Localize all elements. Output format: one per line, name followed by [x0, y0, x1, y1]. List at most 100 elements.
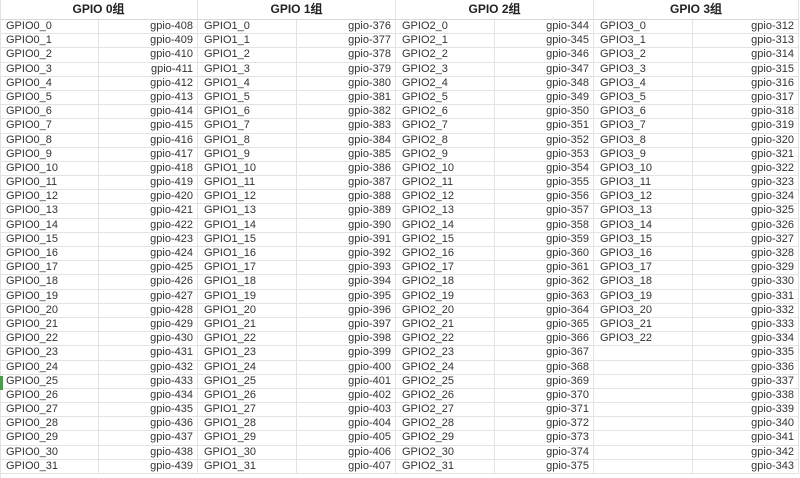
gpio-name-cell[interactable] — [594, 403, 693, 418]
gpio-name-cell[interactable]: GPIO3_16 — [594, 247, 693, 262]
gpio-name-cell[interactable] — [594, 459, 693, 474]
gpio-number-cell[interactable]: gpio-411 — [99, 62, 198, 77]
gpio-number-cell[interactable]: gpio-355 — [495, 176, 594, 191]
gpio-number-cell[interactable]: gpio-324 — [693, 190, 799, 205]
gpio-name-cell[interactable]: GPIO0_18 — [0, 275, 99, 290]
gpio-number-cell[interactable]: gpio-396 — [297, 303, 396, 318]
gpio-number-cell[interactable]: gpio-325 — [693, 204, 799, 219]
gpio-name-cell[interactable]: GPIO0_22 — [0, 332, 99, 347]
gpio-number-cell[interactable]: gpio-345 — [495, 34, 594, 49]
gpio-number-cell[interactable]: gpio-386 — [297, 161, 396, 177]
gpio-number-cell[interactable]: gpio-391 — [297, 232, 396, 247]
gpio-name-cell[interactable]: GPIO0_24 — [0, 360, 99, 375]
gpio-number-cell[interactable]: gpio-333 — [693, 317, 799, 333]
gpio-number-cell[interactable]: gpio-349 — [495, 90, 594, 106]
gpio-name-cell[interactable]: GPIO3_0 — [594, 20, 693, 35]
gpio-number-cell[interactable]: gpio-389 — [297, 204, 396, 219]
gpio-name-cell[interactable]: GPIO2_23 — [396, 346, 495, 361]
gpio-number-cell[interactable]: gpio-331 — [693, 289, 799, 304]
gpio-name-cell[interactable]: GPIO2_3 — [396, 62, 495, 77]
gpio-name-cell[interactable]: GPIO1_4 — [198, 76, 297, 91]
gpio-name-cell[interactable]: GPIO2_26 — [396, 388, 495, 404]
gpio-number-cell[interactable]: gpio-404 — [297, 417, 396, 432]
gpio-name-cell[interactable]: GPIO2_0 — [396, 20, 495, 35]
gpio-name-cell[interactable]: GPIO2_15 — [396, 232, 495, 247]
gpio-name-cell[interactable]: GPIO2_22 — [396, 332, 495, 347]
gpio-number-cell[interactable]: gpio-426 — [99, 275, 198, 290]
gpio-number-cell[interactable]: gpio-382 — [297, 105, 396, 120]
gpio-name-cell[interactable]: GPIO1_9 — [198, 147, 297, 162]
gpio-number-cell[interactable]: gpio-418 — [99, 161, 198, 177]
gpio-number-cell[interactable]: gpio-343 — [693, 459, 799, 474]
gpio-name-cell[interactable]: GPIO2_19 — [396, 289, 495, 304]
gpio-number-cell[interactable]: gpio-433 — [99, 374, 198, 389]
gpio-number-cell[interactable]: gpio-353 — [495, 147, 594, 162]
gpio-number-cell[interactable]: gpio-340 — [693, 417, 799, 432]
gpio-name-cell[interactable]: GPIO0_10 — [0, 161, 99, 177]
gpio-name-cell[interactable]: GPIO3_8 — [594, 133, 693, 148]
gpio-name-cell[interactable]: GPIO0_31 — [0, 459, 99, 474]
gpio-number-cell[interactable]: gpio-399 — [297, 346, 396, 361]
gpio-number-cell[interactable]: gpio-318 — [693, 105, 799, 120]
gpio-name-cell[interactable]: GPIO3_14 — [594, 218, 693, 233]
gpio-name-cell[interactable]: GPIO1_31 — [198, 459, 297, 474]
gpio-name-cell[interactable]: GPIO3_13 — [594, 204, 693, 219]
gpio-name-cell[interactable]: GPIO1_14 — [198, 218, 297, 233]
gpio-number-cell[interactable]: gpio-373 — [495, 431, 594, 446]
gpio-number-cell[interactable]: gpio-367 — [495, 346, 594, 361]
gpio-number-cell[interactable]: gpio-319 — [693, 119, 799, 134]
gpio-number-cell[interactable]: gpio-369 — [495, 374, 594, 389]
gpio-name-cell[interactable]: GPIO2_18 — [396, 275, 495, 290]
gpio-name-cell[interactable]: GPIO1_23 — [198, 346, 297, 361]
gpio-number-cell[interactable]: gpio-358 — [495, 218, 594, 233]
gpio-number-cell[interactable]: gpio-335 — [693, 346, 799, 361]
gpio-name-cell[interactable]: GPIO0_12 — [0, 190, 99, 205]
gpio-number-cell[interactable]: gpio-334 — [693, 332, 799, 347]
gpio-name-cell[interactable]: GPIO2_6 — [396, 105, 495, 120]
gpio-number-cell[interactable]: gpio-362 — [495, 275, 594, 290]
gpio-number-cell[interactable]: gpio-315 — [693, 62, 799, 77]
gpio-number-cell[interactable]: gpio-374 — [495, 445, 594, 460]
gpio-number-cell[interactable]: gpio-348 — [495, 76, 594, 91]
gpio-number-cell[interactable]: gpio-380 — [297, 76, 396, 91]
gpio-name-cell[interactable]: GPIO2_28 — [396, 417, 495, 432]
gpio-number-cell[interactable]: gpio-439 — [99, 459, 198, 474]
gpio-name-cell[interactable]: GPIO0_20 — [0, 303, 99, 318]
gpio-number-cell[interactable]: gpio-327 — [693, 232, 799, 247]
gpio-name-cell[interactable]: GPIO0_8 — [0, 133, 99, 148]
gpio-name-cell[interactable]: GPIO1_20 — [198, 303, 297, 318]
gpio-name-cell[interactable]: GPIO3_11 — [594, 176, 693, 191]
gpio-name-cell[interactable]: GPIO0_0 — [0, 20, 99, 35]
gpio-name-cell[interactable]: GPIO1_15 — [198, 232, 297, 247]
gpio-name-cell[interactable] — [594, 417, 693, 432]
gpio-number-cell[interactable]: gpio-421 — [99, 204, 198, 219]
gpio-name-cell[interactable]: GPIO2_29 — [396, 431, 495, 446]
gpio-number-cell[interactable]: gpio-434 — [99, 388, 198, 404]
gpio-number-cell[interactable]: gpio-341 — [693, 431, 799, 446]
gpio-number-cell[interactable]: gpio-322 — [693, 161, 799, 177]
gpio-name-cell[interactable] — [594, 346, 693, 361]
gpio-number-cell[interactable]: gpio-339 — [693, 403, 799, 418]
gpio-name-cell[interactable]: GPIO1_1 — [198, 34, 297, 49]
gpio-number-cell[interactable]: gpio-435 — [99, 403, 198, 418]
gpio-number-cell[interactable]: gpio-395 — [297, 289, 396, 304]
gpio-number-cell[interactable]: gpio-407 — [297, 459, 396, 474]
gpio-number-cell[interactable]: gpio-357 — [495, 204, 594, 219]
gpio-number-cell[interactable]: gpio-313 — [693, 34, 799, 49]
gpio-name-cell[interactable]: GPIO0_6 — [0, 105, 99, 120]
gpio-name-cell[interactable]: GPIO0_15 — [0, 232, 99, 247]
gpio-name-cell[interactable]: GPIO3_21 — [594, 317, 693, 333]
gpio-name-cell[interactable]: GPIO3_17 — [594, 261, 693, 276]
gpio-number-cell[interactable]: gpio-406 — [297, 445, 396, 460]
gpio-number-cell[interactable]: gpio-332 — [693, 303, 799, 318]
group-header-cell[interactable]: GPIO 3组 — [594, 0, 799, 20]
gpio-number-cell[interactable]: gpio-330 — [693, 275, 799, 290]
gpio-number-cell[interactable]: gpio-417 — [99, 147, 198, 162]
gpio-name-cell[interactable]: GPIO0_30 — [0, 445, 99, 460]
gpio-number-cell[interactable]: gpio-312 — [693, 20, 799, 35]
gpio-number-cell[interactable]: gpio-359 — [495, 232, 594, 247]
gpio-name-cell[interactable]: GPIO0_16 — [0, 247, 99, 262]
gpio-number-cell[interactable]: gpio-423 — [99, 232, 198, 247]
gpio-name-cell[interactable]: GPIO0_17 — [0, 261, 99, 276]
gpio-name-cell[interactable]: GPIO2_25 — [396, 374, 495, 389]
